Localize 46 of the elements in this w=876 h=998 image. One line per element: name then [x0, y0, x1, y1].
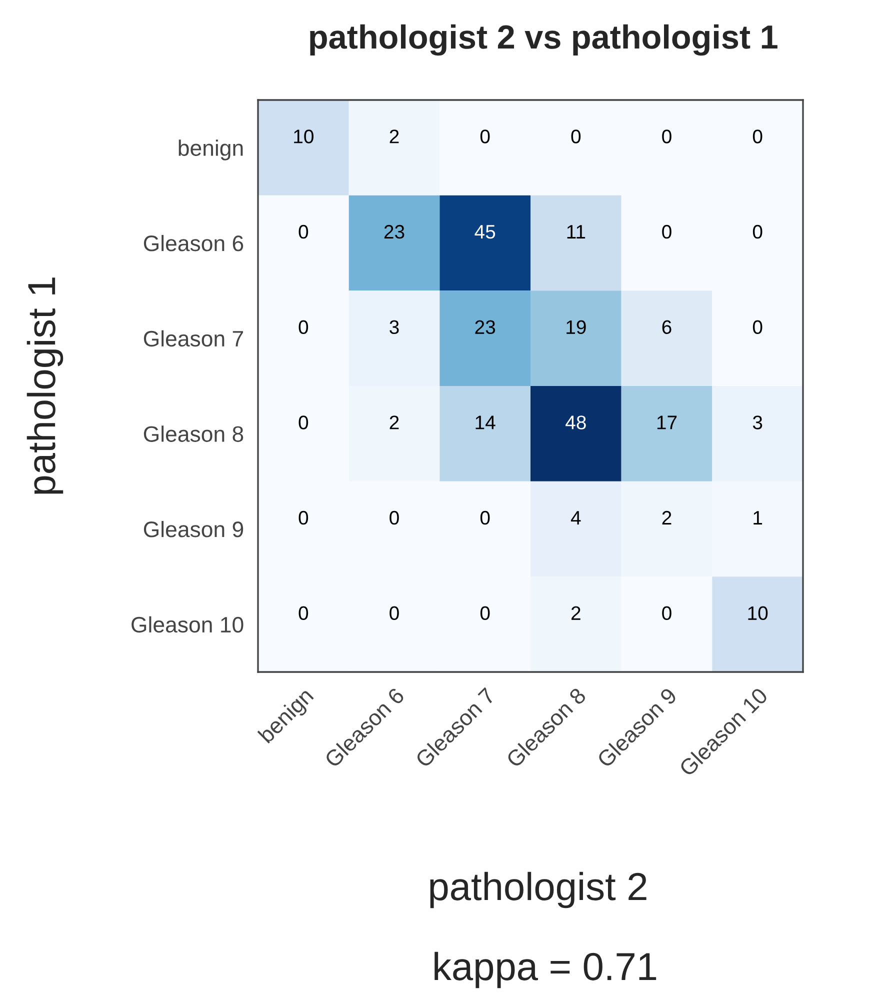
data-label: 4 [570, 511, 581, 524]
x-axis-title: pathologist 2 [430, 872, 646, 908]
y-axis-title: pathologist 1 [26, 278, 64, 494]
data-label: 0 [298, 320, 308, 334]
data-label: 0 [752, 224, 762, 239]
y-tick-label: Gleason 10 [132, 616, 244, 633]
data-label: 0 [571, 130, 581, 144]
data-label: 0 [298, 416, 308, 430]
data-label: 0 [480, 130, 490, 144]
data-label: 48 [566, 416, 586, 430]
data-label: 23 [384, 224, 404, 239]
y-tick-label: Gleason 6 [144, 234, 244, 252]
y-tick-label: Gleason 9 [144, 520, 244, 538]
data-label: 45 [474, 225, 496, 239]
data-label: 0 [298, 606, 308, 620]
data-label: 0 [662, 224, 672, 239]
data-label: 0 [480, 510, 490, 525]
data-label: 17 [657, 416, 677, 430]
data-label: 6 [662, 320, 672, 334]
data-label: 0 [480, 606, 490, 620]
data-label: 3 [390, 320, 399, 334]
data-label: 0 [752, 320, 762, 334]
data-label: 23 [475, 320, 496, 334]
data-label: 0 [752, 130, 762, 144]
data-label: 19 [566, 320, 586, 334]
data-label: 2 [390, 130, 399, 144]
text: kappa = 0.71 [434, 952, 656, 988]
data-label: 2 [662, 510, 672, 524]
data-label: 0 [390, 606, 399, 620]
data-label: 2 [571, 606, 580, 620]
data-label: 0 [298, 224, 308, 239]
chart-title: pathologist 2 vs pathologist 1 [310, 24, 778, 56]
data-label: 0 [662, 130, 672, 144]
data-label: 10 [748, 606, 768, 620]
data-label: 10 [294, 130, 314, 144]
data-label: 14 [476, 416, 496, 430]
data-label: 2 [390, 416, 399, 430]
data-label: 1 [754, 511, 762, 524]
data-label: 0 [390, 510, 399, 525]
data-label: 0 [298, 510, 308, 525]
y-tick-label: Gleason 7 [144, 330, 243, 347]
data-label: 0 [662, 606, 672, 620]
data-label: 3 [752, 416, 762, 430]
y-tick-label: Gleason 8 [144, 426, 244, 442]
data-label: 11 [567, 225, 586, 238]
y-tick-label: benign [178, 140, 243, 160]
